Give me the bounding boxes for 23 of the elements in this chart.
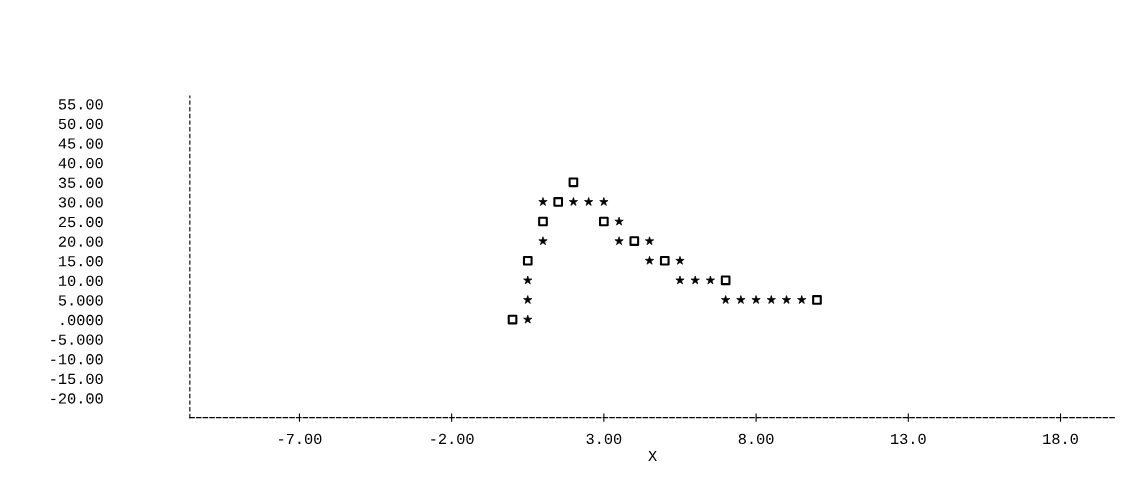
y-tick-label: 30.00 xyxy=(58,197,103,208)
y-tick-label: 40.00 xyxy=(58,157,103,169)
y-tick-label: 55.00 xyxy=(58,99,103,110)
y-tick-label: 15.00 xyxy=(58,256,103,267)
y-tick-label: -5.000 xyxy=(51,334,103,345)
y-tick-label: -15.00 xyxy=(51,373,103,385)
x-tick-label: 18.0 xyxy=(1043,433,1078,445)
y-tick-label: 50.00 xyxy=(58,118,103,130)
y-tick-label: -10.00 xyxy=(51,354,103,365)
y-tick-label: -20.00 xyxy=(51,393,103,404)
y-tick-label: 25.00 xyxy=(58,216,103,228)
x-tick-label: -2.00 xyxy=(431,433,474,445)
x-axis-title: X xyxy=(648,450,657,461)
x-tick-label: 13.0 xyxy=(891,433,926,445)
x-tick-label: 8.00 xyxy=(738,433,774,445)
y-tick-label: 10.00 xyxy=(58,275,103,287)
y-tick-label: 35.00 xyxy=(58,177,103,188)
y-tick-label: 45.00 xyxy=(58,138,103,149)
y-tick-label: 5.000 xyxy=(58,295,103,306)
y-tick-label: 20.00 xyxy=(58,236,103,247)
y-tick-label: .0000 xyxy=(61,314,103,326)
x-tick-label: 3.00 xyxy=(586,433,622,445)
x-tick-label: -7.00 xyxy=(279,433,322,445)
